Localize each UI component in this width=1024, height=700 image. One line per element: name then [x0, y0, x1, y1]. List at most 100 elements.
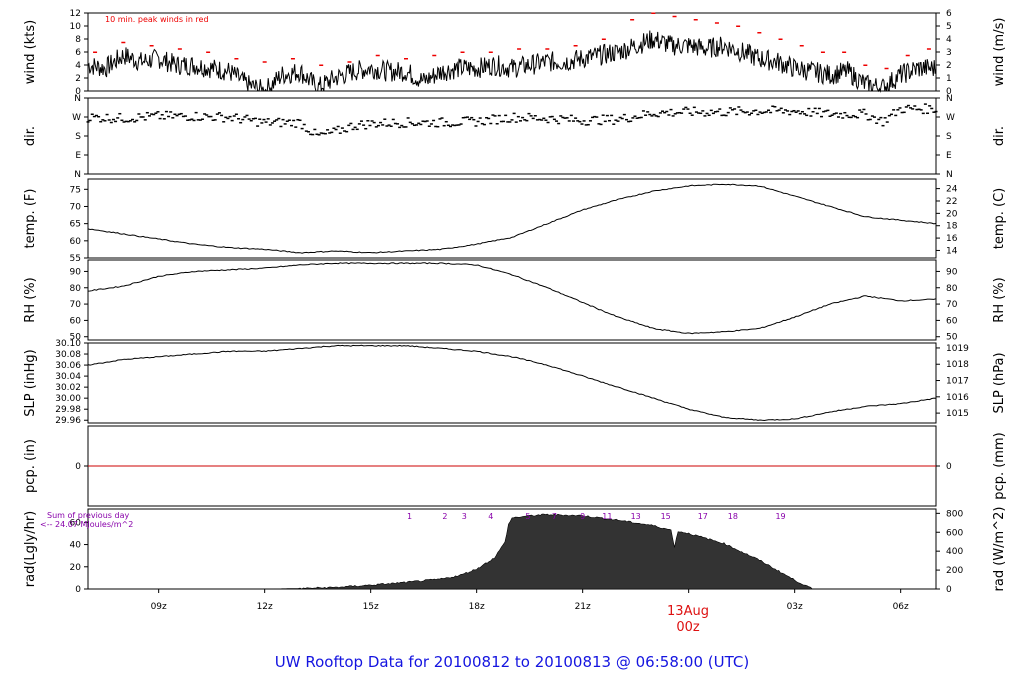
dir-point: [364, 127, 368, 130]
dir-point: [618, 116, 622, 119]
wind-peak-mark: [799, 45, 804, 47]
dir-point: [542, 117, 546, 120]
slp-ytick-right-label: 1016: [946, 393, 969, 403]
dir-point: [913, 105, 917, 107]
dir-point: [427, 125, 431, 127]
dir-point: [622, 113, 626, 116]
temp-ytick-label: 70: [70, 202, 82, 212]
dir-point: [720, 114, 724, 117]
dir-point: [614, 119, 618, 121]
dir-point: [362, 124, 366, 126]
temp-ytick-right-label: 16: [946, 234, 958, 244]
dir-point: [637, 116, 641, 119]
dir-point: [249, 119, 253, 122]
dir-point: [633, 115, 637, 117]
dir-point: [673, 113, 677, 115]
slp-ytick-label: 30.06: [55, 361, 81, 371]
dir-point: [608, 119, 612, 122]
dir-point: [143, 119, 147, 121]
dir-point: [792, 109, 796, 112]
dir-point: [281, 118, 285, 121]
dir-point: [184, 115, 188, 117]
dir-point: [237, 118, 241, 120]
dir-point: [574, 117, 578, 119]
dir-point: [205, 114, 209, 116]
dir-point: [781, 112, 785, 114]
wind-peak-mark: [149, 45, 154, 47]
dir-point: [739, 109, 743, 111]
dir-point: [268, 124, 272, 126]
dir-ytick-label: E: [75, 151, 81, 161]
dir-point: [567, 120, 571, 122]
dir-point: [699, 112, 703, 115]
dir-point: [438, 118, 442, 120]
dir-point: [124, 120, 128, 123]
dir-point: [162, 118, 166, 120]
dir-point: [576, 120, 580, 122]
slp-ytick-right-label: 1019: [946, 344, 969, 354]
wind-peak-mark: [884, 67, 889, 70]
dir-point: [203, 113, 207, 115]
dir-point: [665, 110, 669, 113]
dir-point: [843, 111, 847, 114]
wind-peak-mark: [177, 48, 182, 50]
dir-point: [357, 123, 361, 125]
wind-peak-mark: [820, 51, 825, 53]
dir-point: [485, 116, 489, 119]
dir-point: [480, 122, 484, 125]
dir-point: [847, 116, 851, 119]
dir-point: [370, 120, 374, 122]
dir-point: [650, 115, 654, 117]
dir-point: [139, 116, 143, 118]
rad-ytick-label: 60: [70, 518, 82, 528]
dir-point: [639, 116, 643, 119]
rad-hour-label: 13: [631, 512, 641, 521]
dir-point: [355, 128, 359, 131]
dir-ytick-label: N: [74, 170, 81, 180]
wind-ytick-right-label: 1: [946, 74, 952, 84]
rad-hour-label: 9: [580, 512, 585, 521]
wind-ytick-label: 0: [75, 87, 81, 97]
rad-area: [88, 513, 936, 590]
dir-point: [733, 108, 737, 110]
dir-point: [319, 132, 323, 134]
dir-point: [610, 114, 614, 117]
dir-point: [870, 115, 874, 117]
dir-point: [860, 111, 864, 113]
dir-point: [711, 112, 715, 115]
dir-point: [677, 111, 681, 114]
wind-speed-line: [87, 30, 937, 93]
wind-ytick-label: 10: [70, 22, 82, 32]
dir-point: [207, 115, 211, 118]
slp-ylabel-right: SLP (hPa): [992, 352, 1007, 413]
dir-point: [764, 111, 768, 113]
dir-point: [790, 110, 794, 113]
dir-point: [697, 112, 701, 114]
dir-point: [877, 118, 881, 121]
dir-point: [578, 120, 582, 123]
dir-point: [788, 113, 792, 116]
dir-point: [372, 121, 376, 124]
dir-point: [830, 114, 834, 116]
pcp-ylabel-left: pcp. (in): [23, 439, 38, 493]
dir-point: [410, 123, 414, 125]
dir-point: [128, 120, 132, 122]
dir-point: [175, 114, 179, 117]
dir-point: [211, 119, 215, 122]
dir-point: [692, 106, 696, 109]
dir-point: [251, 118, 255, 120]
dir-point: [404, 126, 408, 128]
dir-point: [873, 116, 877, 118]
dir-point: [593, 115, 597, 118]
dir-point: [921, 112, 925, 115]
wind-peak-mark: [863, 64, 868, 66]
wind-frame: [87, 12, 937, 92]
dir-point: [226, 117, 230, 120]
dir-point: [707, 114, 711, 117]
dir-point: [915, 108, 919, 111]
dir-point: [800, 110, 804, 113]
dir-point: [186, 119, 190, 121]
x-tick-label: 18z: [469, 602, 485, 612]
rad-ylabel-right: rad (W/m^2): [992, 507, 1007, 592]
dir-point: [402, 126, 406, 128]
